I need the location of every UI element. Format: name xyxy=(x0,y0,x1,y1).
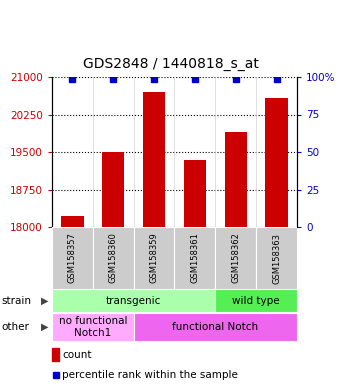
Bar xyxy=(256,227,297,289)
Text: ▶: ▶ xyxy=(41,322,48,332)
Text: GDS2848 / 1440818_s_at: GDS2848 / 1440818_s_at xyxy=(83,57,258,71)
Bar xyxy=(134,313,297,341)
Bar xyxy=(175,227,215,289)
Bar xyxy=(215,227,256,289)
Bar xyxy=(184,159,206,227)
Bar xyxy=(134,227,175,289)
Text: transgenic: transgenic xyxy=(106,296,161,306)
Text: no functional
Notch1: no functional Notch1 xyxy=(59,316,127,338)
Text: GSM158357: GSM158357 xyxy=(68,233,77,283)
Bar xyxy=(52,348,59,361)
Bar xyxy=(93,227,134,289)
Text: GSM158363: GSM158363 xyxy=(272,232,281,283)
Text: strain: strain xyxy=(2,296,32,306)
Text: wild type: wild type xyxy=(232,296,280,306)
Text: GSM158361: GSM158361 xyxy=(190,233,199,283)
Text: ▶: ▶ xyxy=(41,296,48,306)
Bar xyxy=(224,132,247,227)
Text: percentile rank within the sample: percentile rank within the sample xyxy=(62,370,238,380)
Text: other: other xyxy=(2,322,30,332)
Bar xyxy=(143,92,165,227)
Text: GSM158362: GSM158362 xyxy=(231,233,240,283)
Text: count: count xyxy=(62,349,91,359)
Text: GSM158360: GSM158360 xyxy=(109,233,118,283)
Text: GSM158359: GSM158359 xyxy=(150,233,159,283)
Bar xyxy=(52,313,134,341)
Text: functional Notch: functional Notch xyxy=(172,322,258,332)
Bar xyxy=(52,290,215,311)
Bar xyxy=(61,216,84,227)
Bar xyxy=(52,227,93,289)
Bar xyxy=(215,290,297,311)
Bar xyxy=(265,98,288,227)
Bar xyxy=(102,152,124,227)
